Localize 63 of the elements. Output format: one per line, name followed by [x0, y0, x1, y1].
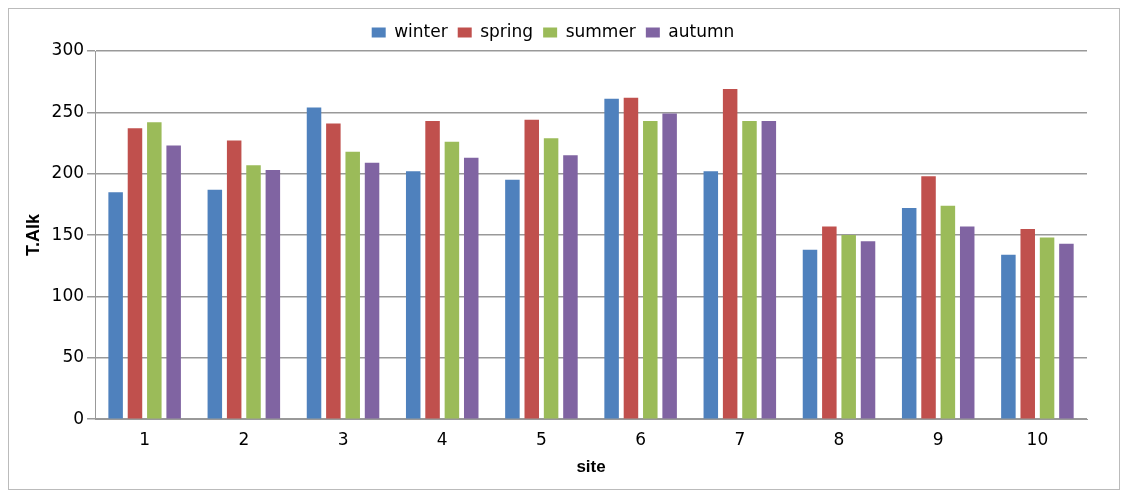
bar: [1020, 228, 1035, 419]
legend-label: autumn: [668, 20, 735, 41]
y-tick-label: 150: [51, 223, 85, 244]
y-tick-label: 300: [51, 39, 85, 60]
x-tick-label: 6: [635, 428, 647, 449]
bar: [463, 157, 479, 419]
x-tick-label: 10: [1026, 428, 1049, 449]
y-tick-label: 50: [62, 346, 85, 367]
bar: [940, 205, 956, 419]
x-tick-label: 1: [139, 428, 151, 449]
y-tick-label: 250: [51, 100, 85, 121]
bar: [226, 140, 242, 419]
x-tick-label: 9: [932, 428, 944, 449]
bar: [623, 97, 639, 419]
y-tick-label: 0: [73, 407, 85, 428]
x-tick-label: 3: [337, 428, 349, 449]
bar: [166, 145, 181, 419]
legend-label: summer: [565, 20, 636, 41]
bar: [563, 155, 578, 419]
bar: [444, 141, 460, 419]
bar: [604, 98, 619, 419]
bar: [1001, 254, 1016, 419]
bar: [306, 107, 322, 419]
bar: [722, 89, 738, 419]
bar: [761, 120, 777, 419]
bar: [207, 189, 223, 419]
bar: [703, 171, 719, 419]
bar: [662, 113, 677, 419]
bar: [1059, 243, 1074, 419]
bar: [643, 120, 658, 419]
x-tick-label: 4: [436, 428, 448, 449]
bar: [524, 119, 540, 419]
bar: [742, 120, 757, 419]
legend-label: spring: [480, 20, 534, 41]
bar: [127, 128, 143, 419]
bar: [364, 162, 380, 419]
bar: [425, 120, 440, 419]
bar: [1039, 237, 1055, 419]
bar: [543, 138, 559, 419]
bar: [822, 226, 837, 419]
x-tick-label: 7: [734, 428, 746, 449]
bar: [147, 122, 162, 419]
y-tick-label: 100: [51, 284, 85, 305]
bar: [505, 179, 520, 419]
legend-label: winter: [394, 20, 448, 41]
x-tick-label: 5: [536, 428, 547, 449]
bar: [921, 176, 936, 419]
x-axis-title: site: [576, 457, 606, 477]
bar: [901, 208, 917, 419]
bar: [802, 249, 818, 419]
y-axis-title: T.Alk: [22, 213, 43, 257]
bar: [860, 241, 876, 419]
x-tick-label: 2: [238, 428, 250, 449]
bar: [265, 170, 281, 419]
x-tick-label: 8: [833, 428, 845, 449]
bar: [841, 235, 856, 419]
bar: [326, 123, 341, 419]
bar: [959, 226, 975, 419]
bar: [405, 171, 421, 419]
y-tick-label: 200: [51, 162, 85, 183]
bar: [246, 165, 261, 419]
bar: [108, 192, 123, 419]
bar: [345, 151, 360, 419]
